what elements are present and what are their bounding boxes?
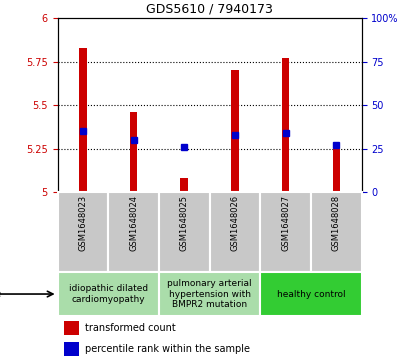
Bar [159, 192, 210, 272]
Bar [108, 192, 159, 272]
Text: GSM1648027: GSM1648027 [281, 195, 290, 251]
Bar [130, 112, 137, 192]
Text: percentile rank within the sample: percentile rank within the sample [85, 344, 250, 354]
Text: disease state: disease state [0, 289, 1, 299]
Text: GSM1648028: GSM1648028 [332, 195, 341, 251]
Bar [231, 70, 239, 192]
Text: GSM1648024: GSM1648024 [129, 195, 138, 251]
Text: transformed count: transformed count [85, 323, 175, 334]
Bar [64, 322, 79, 335]
Bar [64, 342, 79, 356]
Text: GSM1648023: GSM1648023 [79, 195, 88, 251]
Title: GDS5610 / 7940173: GDS5610 / 7940173 [146, 3, 273, 16]
Text: GSM1648026: GSM1648026 [231, 195, 240, 251]
Text: idiopathic dilated
cardiomyopathy: idiopathic dilated cardiomyopathy [69, 284, 148, 304]
Bar [79, 48, 87, 192]
Text: GSM1648025: GSM1648025 [180, 195, 189, 251]
Bar [159, 272, 260, 316]
Bar [210, 192, 260, 272]
Bar [58, 272, 159, 316]
Bar [260, 272, 362, 316]
Bar [58, 192, 108, 272]
Bar [311, 192, 362, 272]
Bar [282, 58, 289, 192]
Bar [332, 149, 340, 192]
Bar [180, 179, 188, 192]
Bar [260, 192, 311, 272]
Text: healthy control: healthy control [277, 290, 345, 298]
Text: pulmonary arterial
hypertension with
BMPR2 mutation: pulmonary arterial hypertension with BMP… [167, 279, 252, 309]
